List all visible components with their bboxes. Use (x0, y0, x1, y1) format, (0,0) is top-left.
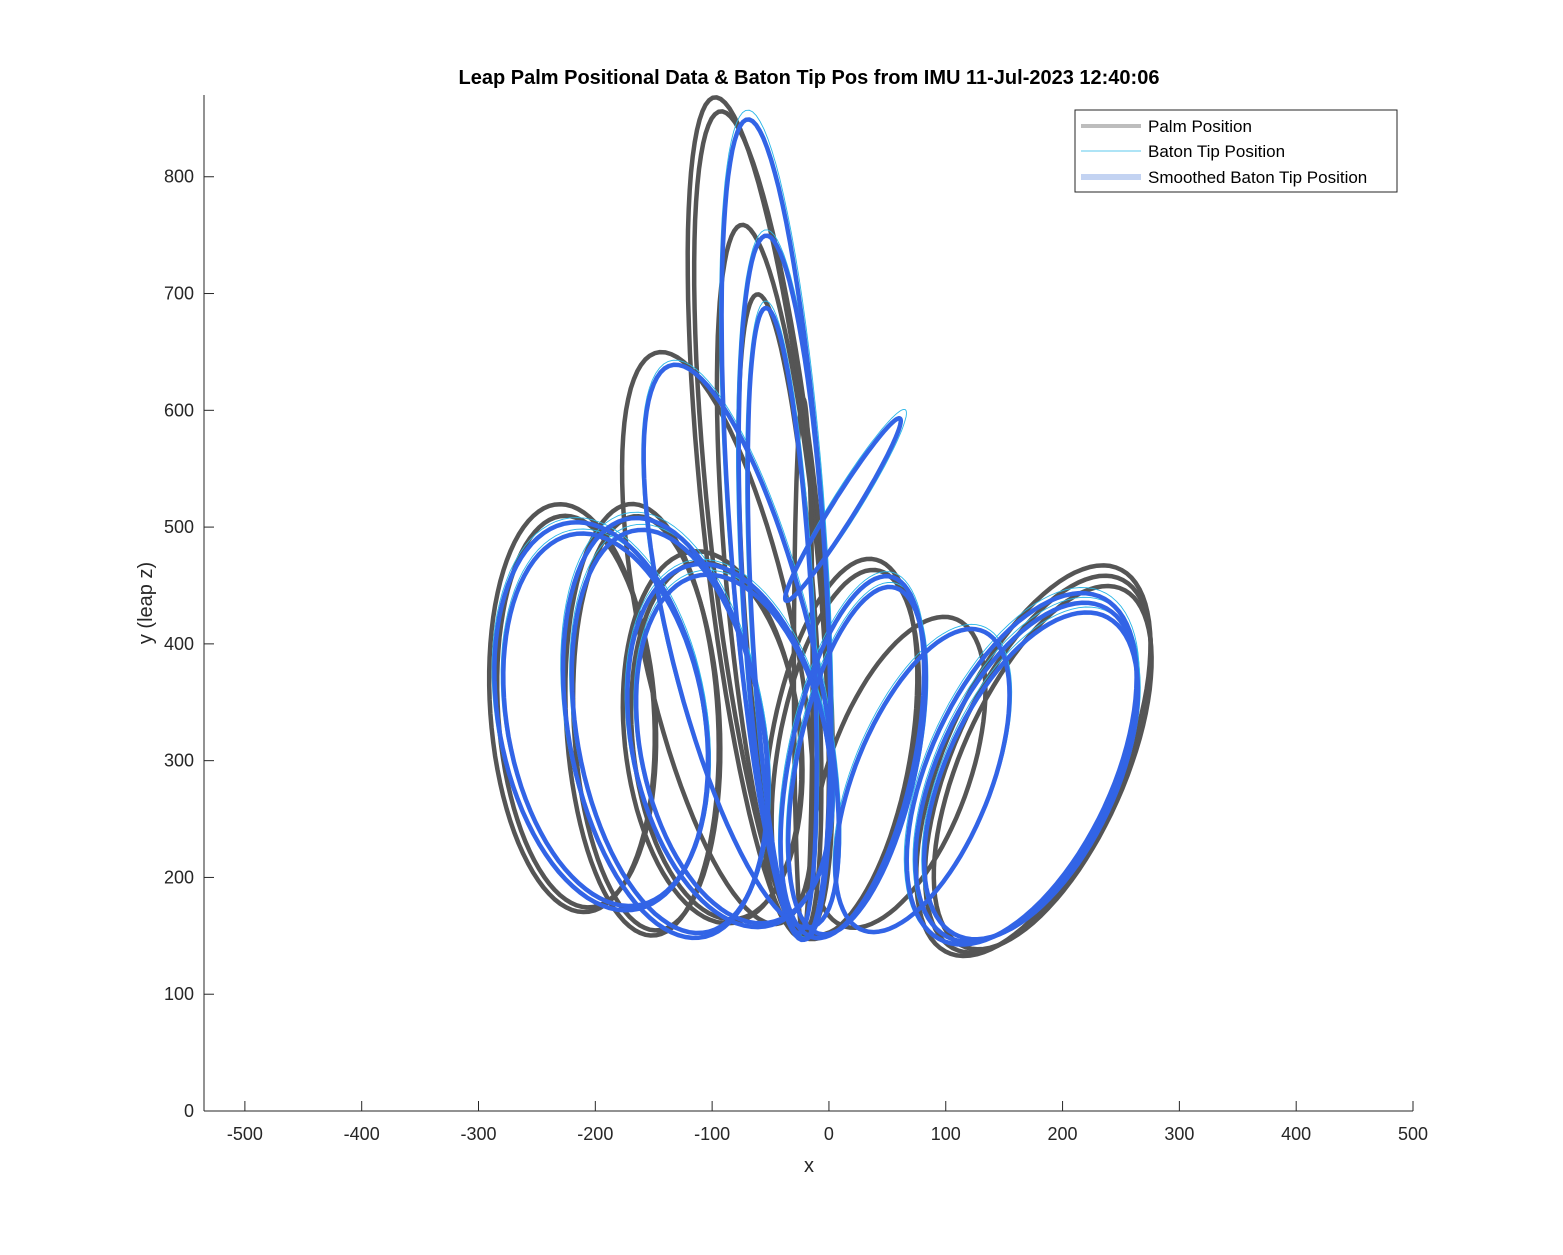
y-tick-label: 700 (164, 284, 194, 304)
legend: Palm Position Baton Tip Position Smoothe… (1074, 109, 1398, 193)
y-tick-label: 200 (164, 867, 194, 887)
y-tick-label: 400 (164, 634, 194, 654)
series-0-loop (791, 396, 815, 938)
x-tick-label: -500 (227, 1124, 263, 1144)
x-ticks: -500 -400 -300 -200 -100 0 100 200 300 400 500 (227, 1101, 1428, 1144)
x-tick-label: 400 (1281, 1124, 1311, 1144)
y-tick-label: 0 (184, 1101, 194, 1121)
series-2-loop (736, 233, 833, 943)
x-tick-label: 100 (931, 1124, 961, 1144)
series-0-loop (931, 583, 1154, 952)
x-tick-label: 500 (1398, 1124, 1428, 1144)
x-tick-label: -200 (577, 1124, 613, 1144)
x-tick-label: -300 (460, 1124, 496, 1144)
x-tick-label: -400 (344, 1124, 380, 1144)
series-2-loop (501, 531, 711, 909)
series-0-loop (691, 109, 836, 934)
y-tick-label: 300 (164, 751, 194, 771)
series-2-loop (921, 610, 1141, 942)
legend-label-palm: Palm Position (1148, 117, 1252, 136)
y-tick-label: 100 (164, 984, 194, 1004)
series-2-loop (833, 626, 1012, 935)
x-tick-label: 300 (1164, 1124, 1194, 1144)
series-2-loop (785, 584, 929, 937)
y-ticks: 0 100 200 300 400 500 600 700 800 (164, 167, 214, 1121)
x-tick-label: 0 (824, 1124, 834, 1144)
series-2-loop (633, 572, 835, 926)
data-layer (486, 95, 1154, 959)
x-axis-label: x (804, 1155, 814, 1177)
series-smoothed-baton-tip-position (492, 117, 1141, 947)
series-2-loop (782, 416, 904, 604)
plot-background (204, 95, 1413, 1111)
chart-title: Leap Palm Positional Data & Baton Tip Po… (459, 67, 1160, 89)
y-tick-label: 500 (164, 517, 194, 537)
x-tick-label: -100 (694, 1124, 730, 1144)
y-tick-label: 600 (164, 400, 194, 420)
legend-label-smoothed: Smoothed Baton Tip Position (1148, 168, 1367, 187)
y-axis-label: y (leap z) (135, 562, 157, 644)
series-2-loop (569, 527, 771, 936)
y-tick-label: 800 (164, 167, 194, 187)
legend-label-baton: Baton Tip Position (1148, 142, 1285, 161)
axes-layer (203, 95, 1413, 1112)
x-tick-label: 200 (1048, 1124, 1078, 1144)
